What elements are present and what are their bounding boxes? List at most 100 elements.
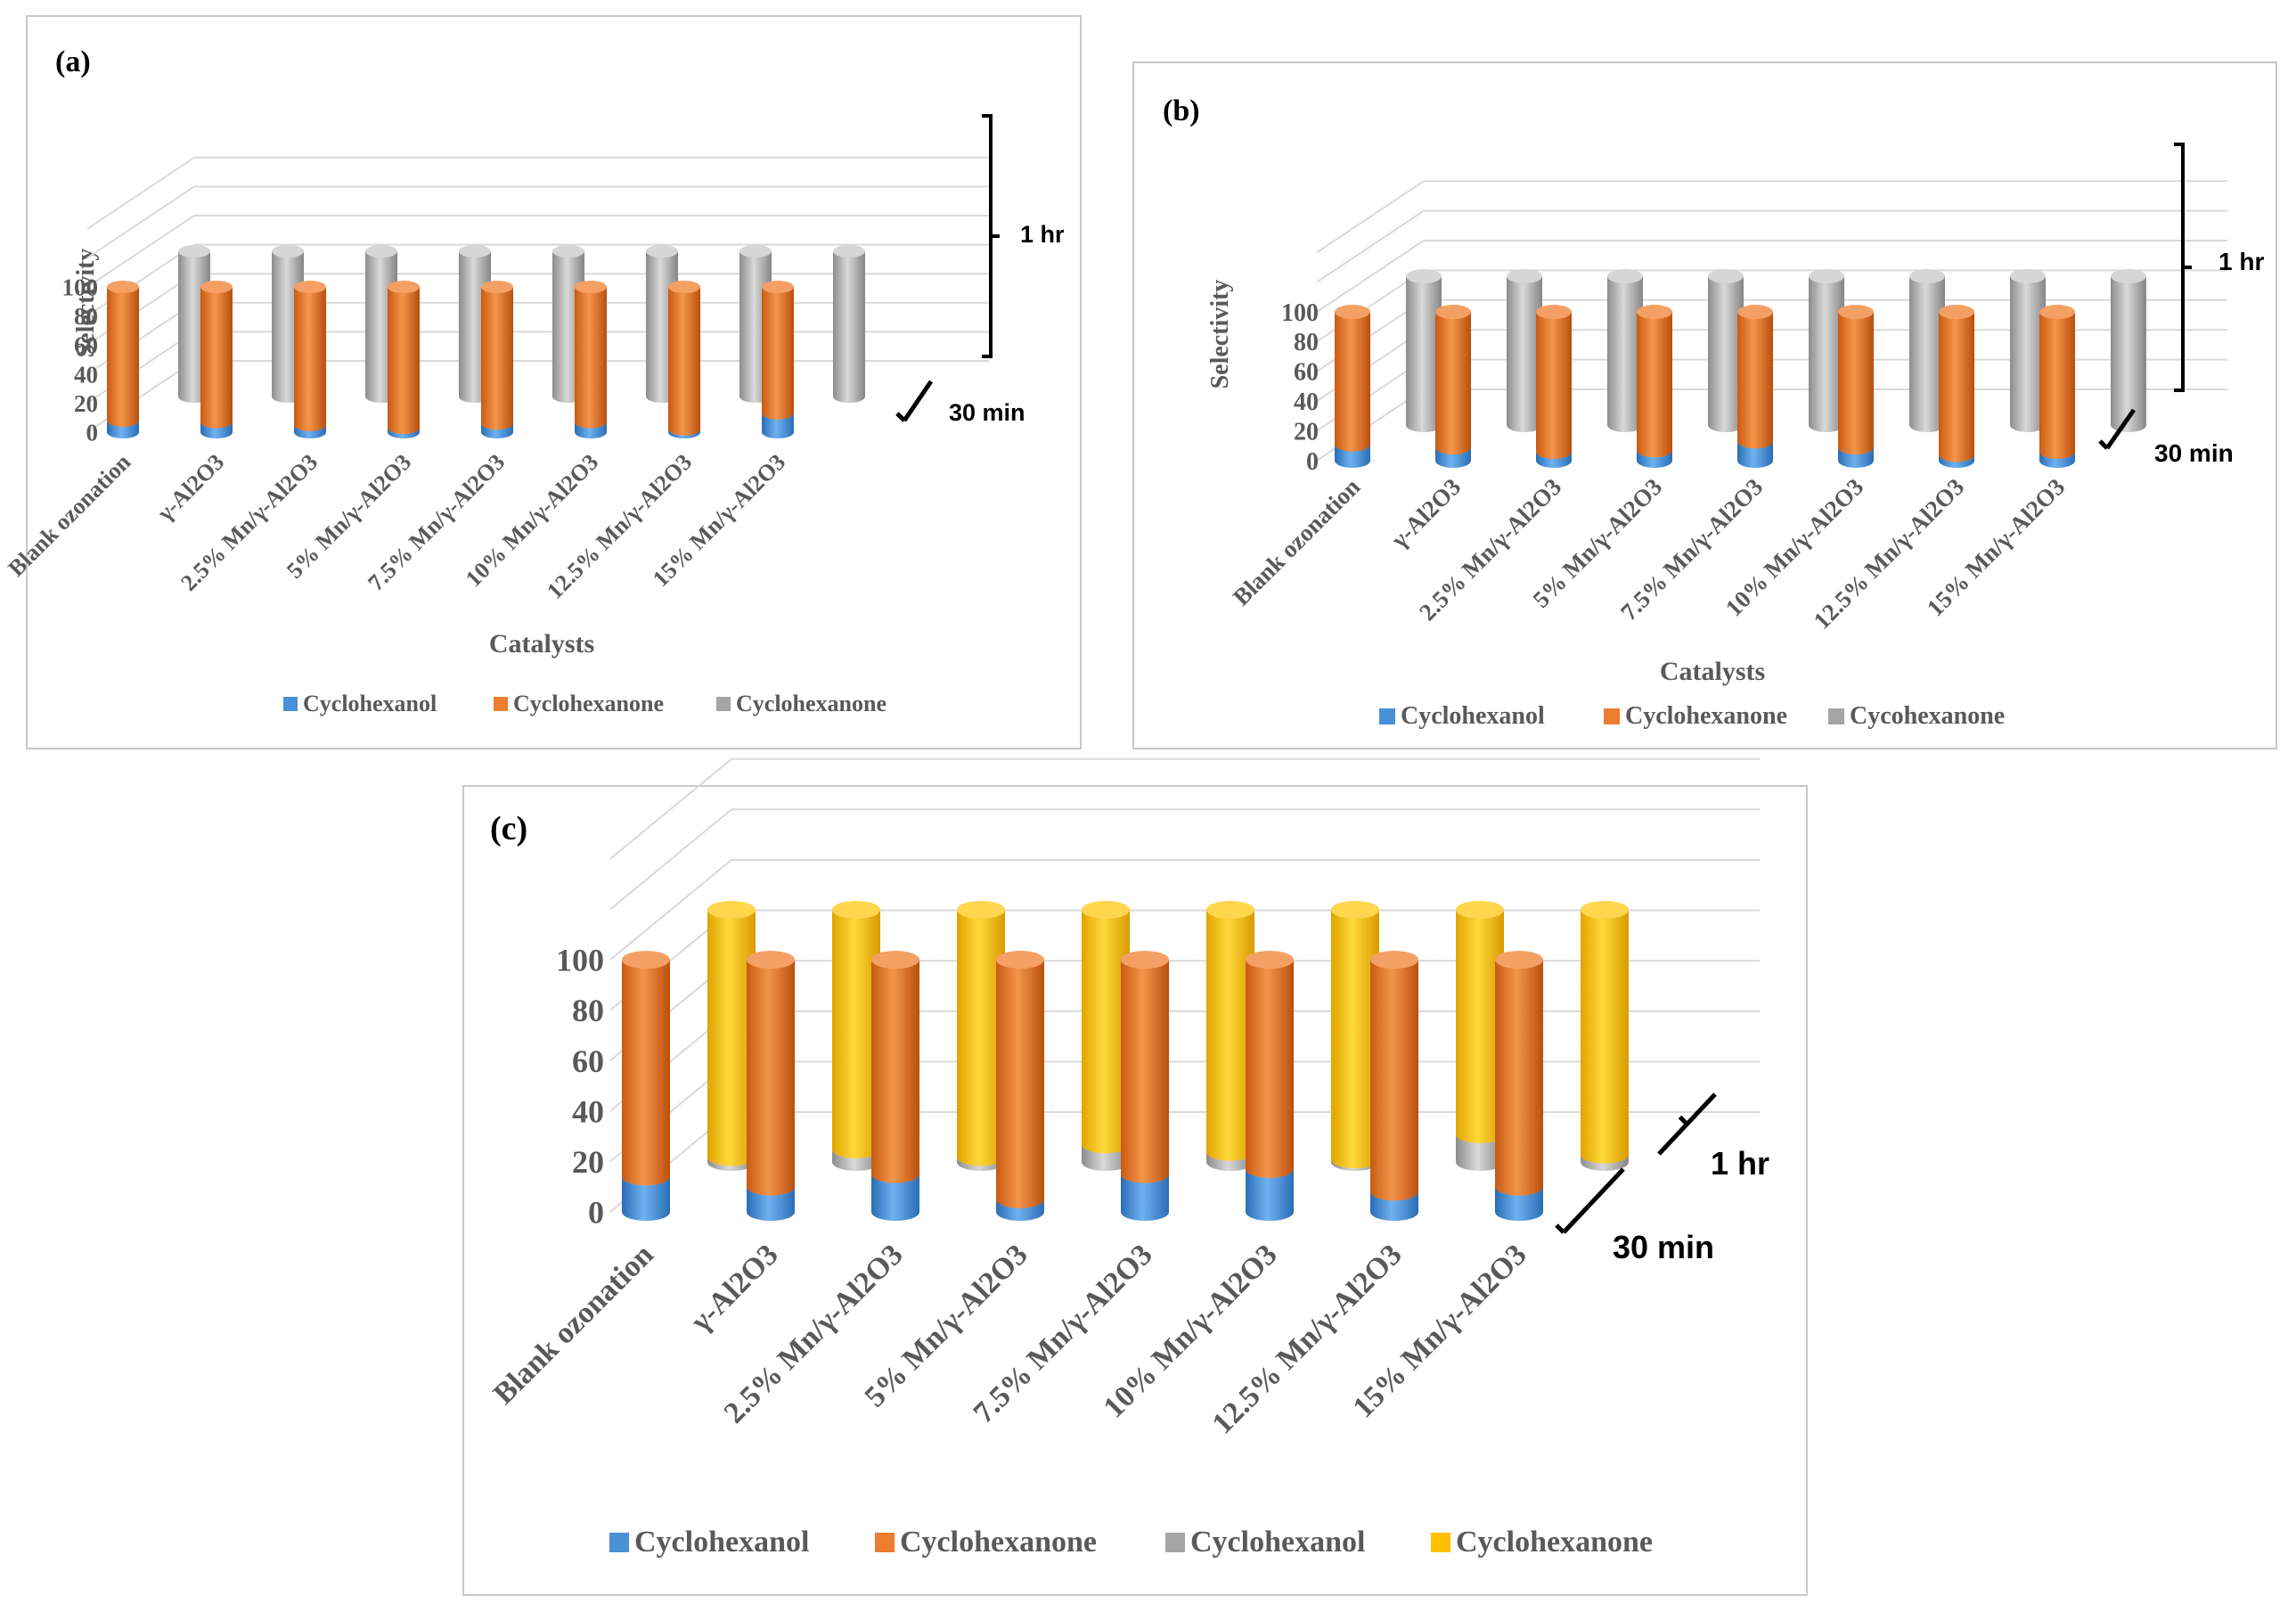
legend-a-swatch-2 xyxy=(494,697,508,711)
bar-body xyxy=(2010,276,2046,432)
bar-top xyxy=(294,281,326,293)
legend-c-swatch-4 xyxy=(1431,1533,1450,1552)
bar-body xyxy=(1809,276,1844,432)
bar-top xyxy=(1536,305,1572,319)
bar-cyclohexanone-30min xyxy=(668,281,700,436)
bar-top xyxy=(762,281,794,293)
legend-a-item-1: Cyclohexanol xyxy=(303,691,437,716)
bar-body xyxy=(1581,910,1629,1164)
bar-top xyxy=(957,901,1005,919)
legend-c-item-2: Cyclohexanone xyxy=(900,1526,1097,1559)
bracket-30min xyxy=(1555,1167,1625,1234)
bar-body xyxy=(707,910,756,1166)
bar-body xyxy=(1838,312,1874,454)
bar-top xyxy=(1082,901,1130,919)
bar-cyclohexanone-30min xyxy=(575,281,607,429)
bar-body xyxy=(1737,312,1773,449)
bar-cyclohexanone-30min xyxy=(871,951,919,1183)
gridline-side xyxy=(1316,180,1425,254)
y-tick-label: 80 xyxy=(74,303,98,330)
bar-top xyxy=(459,245,491,258)
bar-top xyxy=(1909,269,1945,283)
bar-top xyxy=(2039,305,2075,319)
bar-top xyxy=(2010,269,2046,283)
gridline-side xyxy=(609,758,732,860)
bar-cyclohexanone-30min xyxy=(2039,305,2075,459)
bar-top xyxy=(646,245,678,258)
bar-top xyxy=(622,951,670,969)
bar-top xyxy=(481,281,513,293)
bar-cyclohexanone-30min xyxy=(1737,305,1773,449)
bar-top xyxy=(178,245,210,258)
bar-body xyxy=(2039,312,2075,459)
bracket-30min-label: 30 min xyxy=(2154,439,2234,467)
panel-b-label: (b) xyxy=(1163,94,1200,127)
bar-body xyxy=(1507,276,1542,432)
bar-top xyxy=(1708,269,1744,283)
bar-cyclohexanone-30min xyxy=(294,281,326,431)
bar-body xyxy=(762,413,794,438)
y-tick-label: 40 xyxy=(74,361,98,388)
bar-body xyxy=(1737,441,1773,468)
bar-body xyxy=(832,910,880,1158)
bar-top xyxy=(1939,305,1974,319)
bar-cyclohexanone-1hr xyxy=(957,901,1005,1166)
bar-cycohexanone-1hr xyxy=(1809,269,1844,432)
gridline-side xyxy=(1316,209,1425,283)
legend-a-swatch-3 xyxy=(716,697,731,711)
bar-cyclohexanone-1hr xyxy=(1581,901,1629,1164)
y-tick-label: 80 xyxy=(572,993,604,1028)
legend-c-item-1: Cyclohexanol xyxy=(634,1526,809,1559)
bar-body xyxy=(200,287,233,429)
bar-body xyxy=(996,960,1044,1208)
panel-b-frame xyxy=(1132,61,2277,749)
bar-cycohexanone-1hr xyxy=(1507,269,1542,432)
y-tick-label: 0 xyxy=(1306,448,1319,476)
bar-body xyxy=(1637,312,1672,458)
y-tick-label: 100 xyxy=(556,943,604,978)
bar-cyclohexanone-1hr xyxy=(1082,901,1130,1154)
bar-top xyxy=(833,245,865,258)
y-tick-label: 20 xyxy=(74,390,98,417)
bar-top xyxy=(832,901,880,919)
gridline-side xyxy=(86,360,195,433)
bar-cyclohexanone-1hr xyxy=(833,245,865,403)
bar-body xyxy=(1246,960,1294,1178)
panel-b-xlabel: Catalysts xyxy=(1660,657,1765,686)
bar-body xyxy=(1331,910,1379,1169)
bar-top xyxy=(1637,305,1672,319)
legend-b-item-3: Cycohexanone xyxy=(1850,702,2005,730)
y-tick-label: 80 xyxy=(1294,329,1319,356)
bar-body xyxy=(294,287,326,431)
bar-cycohexanone-1hr xyxy=(1708,269,1744,432)
bar-top xyxy=(871,951,919,969)
bar-body xyxy=(1909,276,1945,432)
bar-cyclohexanone-1hr xyxy=(707,901,756,1166)
bar-cyclohexanone-30min xyxy=(747,951,795,1196)
bar-top xyxy=(1507,269,1542,283)
bracket-30min-label: 30 min xyxy=(949,399,1025,426)
bar-top xyxy=(1206,901,1254,919)
bar-top xyxy=(707,901,756,919)
legend-a-item-3: Cyclohexanone xyxy=(736,691,887,716)
y-tick-label: 40 xyxy=(572,1093,604,1129)
bar-top xyxy=(388,281,420,293)
bar-cyclohexanone-1hr xyxy=(1456,901,1504,1143)
legend-b-swatch-2 xyxy=(1604,708,1620,724)
y-tick-label: 100 xyxy=(62,274,99,300)
gridline-side xyxy=(86,273,195,347)
bar-body xyxy=(1495,1186,1543,1221)
bar-top xyxy=(1456,901,1504,919)
bar-cyclohexanone-30min xyxy=(1335,305,1370,452)
y-tick-label: 0 xyxy=(588,1195,604,1231)
bar-body xyxy=(957,910,1005,1166)
gridline-side xyxy=(609,808,732,911)
bar-cyclohexanone-30min xyxy=(622,951,670,1186)
bar-top xyxy=(552,245,584,258)
bar-body xyxy=(668,287,700,436)
panel-b-legend: Cyclohexanol Cyclohexanone Cycohexanone xyxy=(1379,702,2005,730)
bar-cyclohexanone-30min xyxy=(1246,951,1294,1178)
bar-body xyxy=(1406,276,1442,432)
bar-top xyxy=(1495,951,1543,969)
gridline-side xyxy=(86,331,195,405)
